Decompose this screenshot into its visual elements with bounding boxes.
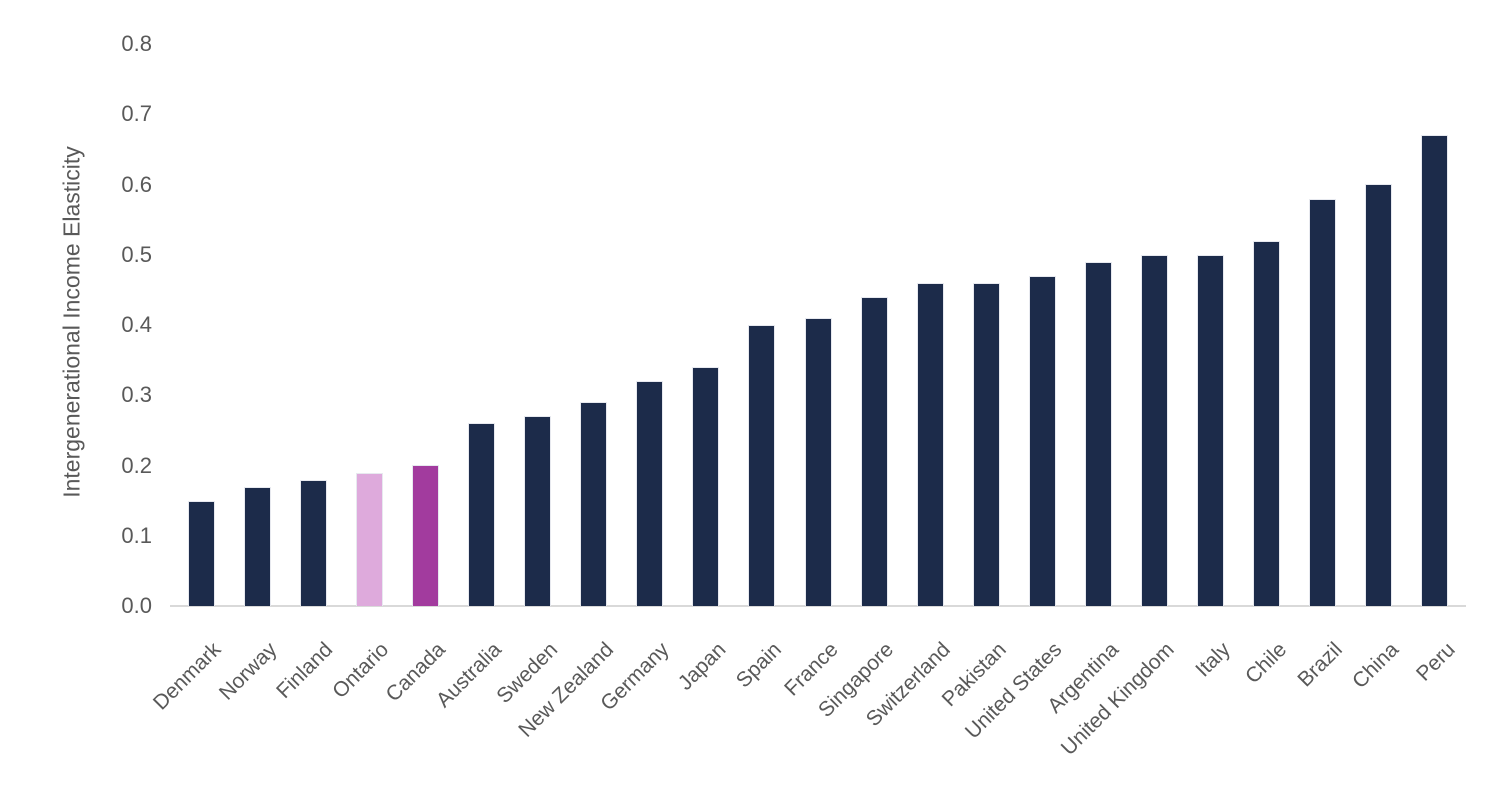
plot-area xyxy=(173,44,1463,606)
bar-france xyxy=(804,318,832,606)
y-tick-label: 0.6 xyxy=(121,171,152,197)
bar-argentina xyxy=(1084,262,1112,606)
bar-denmark xyxy=(187,501,215,606)
bar-united-kingdom xyxy=(1141,255,1169,606)
y-tick-label: 0.0 xyxy=(121,593,152,618)
x-label-spain: Spain xyxy=(731,638,787,693)
y-tick-label: 0.1 xyxy=(121,522,152,548)
x-label-finland: Finland xyxy=(272,638,338,703)
bar-singapore xyxy=(860,297,888,606)
y-tick-label: 0.3 xyxy=(121,382,152,408)
x-label-brazil: Brazil xyxy=(1293,638,1348,692)
x-label-japan: Japan xyxy=(673,638,731,695)
bar-new-zealand xyxy=(580,402,608,606)
bar-brazil xyxy=(1309,199,1337,606)
bar-australia xyxy=(467,423,495,606)
y-tick-label: 0.2 xyxy=(121,452,152,478)
bar-germany xyxy=(636,381,664,606)
bar-italy xyxy=(1197,255,1225,606)
bar-norway xyxy=(243,487,271,606)
bar-switzerland xyxy=(916,283,944,606)
bar-chile xyxy=(1253,241,1281,606)
bar-peru xyxy=(1421,135,1449,606)
bar-japan xyxy=(692,367,720,606)
x-label-denmark: Denmark xyxy=(148,638,226,715)
bar-finland xyxy=(299,480,327,606)
y-tick-label: 0.8 xyxy=(121,31,152,56)
bar-spain xyxy=(748,325,776,606)
x-label-chile: Chile xyxy=(1240,638,1291,689)
bar-canada xyxy=(411,465,439,606)
x-label-norway: Norway xyxy=(214,638,282,705)
bar-pakistan xyxy=(972,283,1000,606)
bar-united-states xyxy=(1028,276,1056,606)
y-tick-label: 0.4 xyxy=(121,312,152,337)
x-label-china: China xyxy=(1348,638,1404,694)
bar-china xyxy=(1365,184,1393,606)
bar-sweden xyxy=(524,416,552,606)
x-label-italy: Italy xyxy=(1191,638,1235,682)
y-tick-label: 0.5 xyxy=(121,241,152,267)
x-label-peru: Peru xyxy=(1411,638,1460,686)
x-axis-line xyxy=(170,605,1466,607)
bar-ontario xyxy=(355,473,383,606)
y-tick-label: 0.7 xyxy=(121,101,152,127)
